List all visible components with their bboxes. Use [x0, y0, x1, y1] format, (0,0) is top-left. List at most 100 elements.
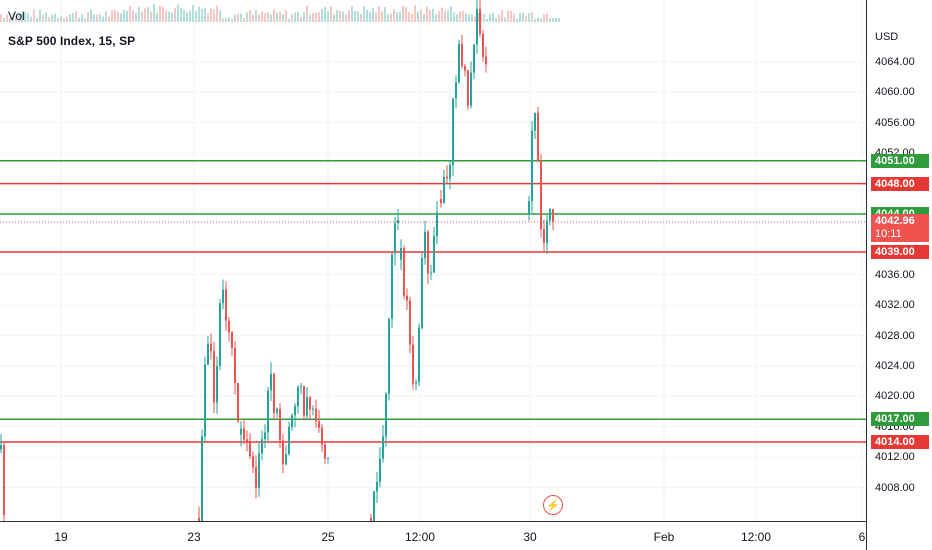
volume-bar	[57, 17, 59, 22]
candle-body	[288, 426, 290, 454]
candle-body	[291, 415, 293, 427]
volume-bar	[264, 13, 266, 22]
volume-bar	[270, 14, 272, 22]
volume-bar	[177, 4, 179, 22]
candle-body	[473, 44, 475, 73]
volume-bar	[186, 12, 188, 22]
candle-body	[207, 343, 209, 365]
level-badge[interactable]: 4014.00	[871, 435, 929, 449]
price-tick: 4024.00	[875, 360, 915, 372]
candle-body	[443, 176, 445, 204]
candle-body	[198, 518, 200, 521]
volume-bar	[450, 6, 452, 22]
volume-bar	[45, 12, 47, 22]
volume-bar	[513, 13, 515, 22]
candle-body	[294, 406, 296, 416]
volume-bar	[351, 5, 353, 23]
time-axis[interactable]: 19 23 25 12:00 30 Feb 12:00 6	[0, 521, 866, 550]
level-badge[interactable]: 4048.00	[871, 176, 929, 191]
candle-body	[240, 428, 242, 435]
volume-bar	[189, 10, 191, 22]
volume-bar	[114, 9, 116, 22]
volume-bar	[456, 14, 458, 22]
volume-bar	[33, 9, 35, 22]
volume-bar	[48, 17, 50, 22]
candle-body	[273, 373, 275, 413]
volume-bar	[471, 14, 473, 22]
volume-bar	[69, 14, 71, 22]
time-label-23: 23	[187, 530, 201, 544]
volume-bar	[384, 6, 386, 22]
volume-bar	[336, 10, 338, 22]
time-label-25: 25	[321, 530, 335, 544]
volume-bar	[159, 5, 161, 22]
candle-body	[324, 444, 326, 459]
volume-bar	[531, 12, 533, 22]
volume-bar	[102, 16, 104, 22]
volume-bar	[267, 12, 269, 22]
candle-body	[3, 445, 5, 515]
volume-bar	[357, 11, 359, 22]
candle-body	[285, 453, 287, 465]
volume-bar	[348, 10, 350, 22]
volume-bar	[543, 14, 545, 22]
level-badge[interactable]: 4017.00	[871, 412, 929, 427]
volume-bar	[438, 11, 440, 22]
candle-body	[552, 209, 554, 222]
candle-body	[461, 43, 463, 67]
volume-bar	[99, 14, 101, 22]
volume-bar	[417, 11, 419, 22]
lightning-icon[interactable]: ⚡	[543, 495, 563, 515]
volume-bar	[327, 11, 329, 22]
volume-bar	[381, 11, 383, 22]
volume-bar	[192, 5, 194, 22]
volume-bar	[273, 9, 275, 22]
candle-body	[385, 394, 387, 437]
volume-bar	[141, 12, 143, 22]
volume-bar	[183, 10, 185, 22]
volume-bar	[21, 14, 23, 22]
volume-bar	[501, 9, 503, 22]
volume-bar	[306, 5, 308, 23]
candle-body	[312, 408, 314, 410]
volume-bar	[375, 12, 377, 22]
candle-body	[485, 56, 487, 65]
candle-body	[216, 365, 218, 403]
currency-label: USD	[875, 31, 899, 43]
candle-body	[225, 289, 227, 321]
candle-body	[543, 229, 545, 243]
time-label-6: 6	[858, 530, 866, 544]
candle-body	[300, 386, 302, 388]
volume-bar	[354, 10, 356, 22]
candle-body	[415, 382, 417, 384]
candle-body	[409, 300, 411, 345]
candle-body	[213, 351, 215, 403]
volume-bar	[285, 10, 287, 22]
volume-bar	[30, 17, 32, 22]
candle-body	[455, 82, 457, 99]
level-badge[interactable]: 4039.00	[871, 245, 929, 259]
price-tick: 4060.00	[875, 86, 915, 99]
volume-bar	[39, 9, 41, 22]
candle-body	[400, 247, 402, 260]
volume-bar	[474, 16, 476, 22]
volume-bar	[465, 13, 467, 22]
candle-body	[528, 201, 530, 214]
volume-bar	[144, 8, 146, 22]
candle-body	[391, 253, 393, 319]
volume-bar	[162, 6, 164, 22]
volume-bar	[297, 12, 299, 22]
candle-body	[279, 408, 281, 441]
volume-bar	[228, 17, 230, 22]
chart-pane[interactable]: Vol S&P 500 Index, 15, SP ⚡	[0, 0, 866, 521]
candle-body	[282, 440, 284, 465]
price-tick: 4012.00	[875, 451, 915, 464]
candle-body	[397, 219, 399, 224]
candle-body	[270, 373, 272, 391]
volume-bar	[339, 10, 341, 22]
level-badge[interactable]: 4051.00	[871, 153, 929, 168]
volume-bar	[18, 12, 20, 22]
symbol-title[interactable]: S&P 500 Index, 15, SP	[8, 34, 136, 48]
volume-bar	[87, 12, 89, 22]
price-axis[interactable]: USD 4064.004060.004056.004052.004036.004…	[866, 0, 932, 550]
